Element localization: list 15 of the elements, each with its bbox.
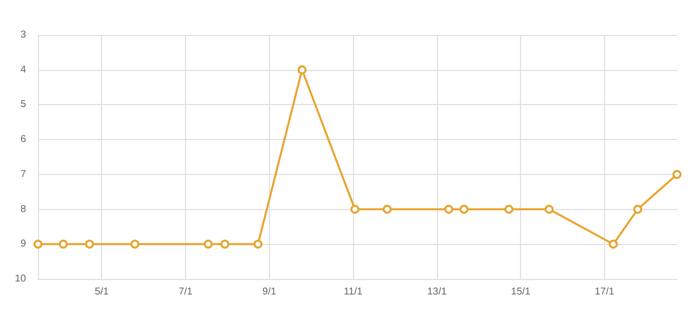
y-tick-label: 4 (20, 64, 26, 76)
y-tick-label: 3 (20, 30, 26, 40)
x-tick-label: 13/1 (427, 286, 448, 298)
y-tick-label: 10 (14, 274, 26, 284)
x-tick-label: 17/1 (594, 286, 615, 298)
x-tick-label: 7/1 (178, 286, 193, 298)
x-tick-label: 9/1 (262, 286, 277, 298)
y-tick-label: 6 (20, 134, 26, 146)
y-tick-label: 9 (20, 238, 26, 250)
y-tick-label: 8 (20, 204, 26, 215)
y-tick-label: 5 (20, 99, 26, 110)
x-tick-label: 15/1 (511, 286, 531, 298)
x-tick-label: 11/1 (344, 286, 363, 298)
x-tick-label: 5/1 (94, 286, 110, 298)
y-tick-label: 7 (20, 168, 26, 180)
